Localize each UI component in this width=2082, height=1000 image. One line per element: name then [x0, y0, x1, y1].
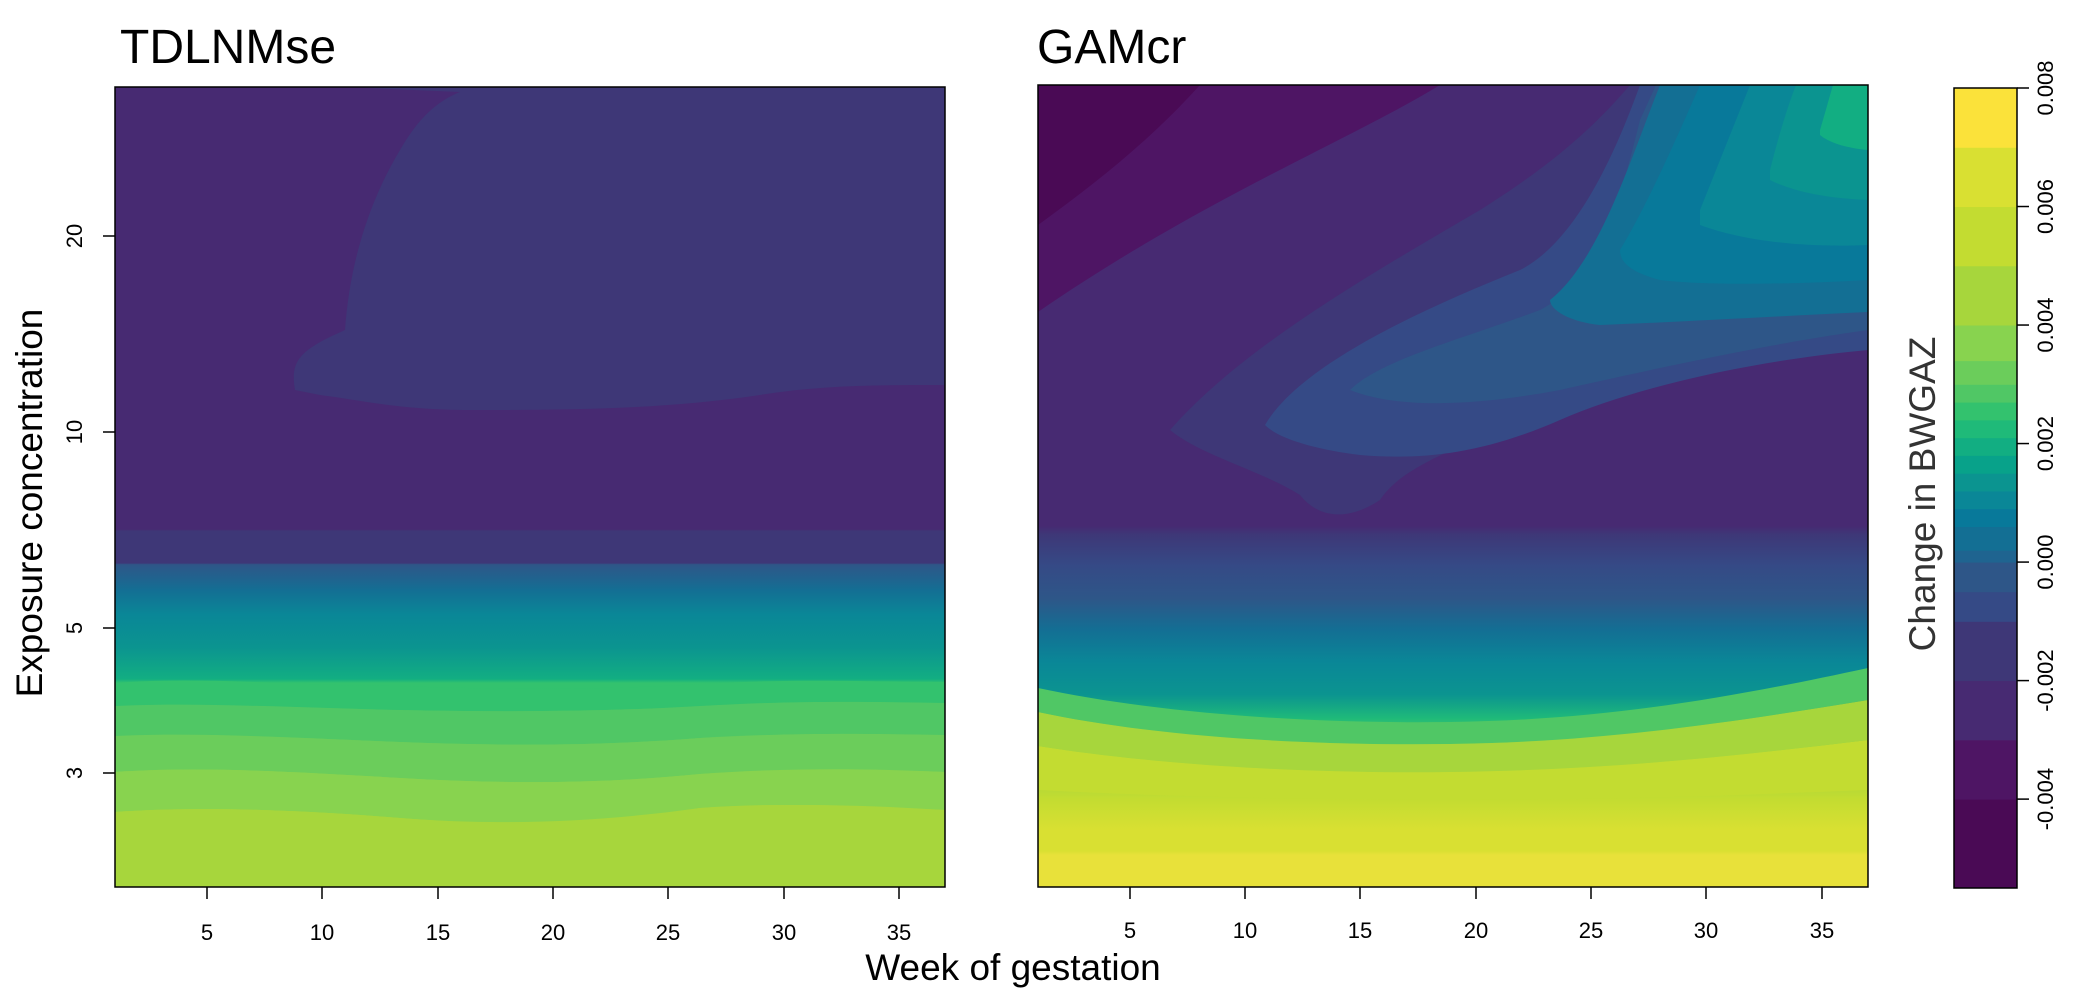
- left-contour-green-wave-5: [115, 804, 945, 887]
- colorbar-band: [1954, 739, 2017, 800]
- colorbar-band: [1954, 562, 2017, 593]
- colorbar-band: [1954, 147, 2017, 208]
- right-contour-top-left-darkest: [1038, 85, 1200, 225]
- left-panel: TDLNMse 5 10 15 20 25 30 35: [62, 21, 946, 945]
- colorbar-frame: [1953, 87, 2018, 889]
- colorbar-tick-label: 0.002: [2033, 416, 2058, 471]
- left-x-tick-label-5: 5: [201, 920, 213, 945]
- right-x-tick-label-35: 35: [1810, 918, 1834, 943]
- left-x-tick-label-30: 30: [772, 920, 796, 945]
- colorbar-band: [1954, 550, 2017, 563]
- left-x-tick-label-15: 15: [426, 920, 450, 945]
- colorbar-title: Change in BWGAZ: [1902, 337, 1943, 652]
- left-y-tick-label-20: 20: [62, 224, 87, 248]
- left-y-axis: 20 10 5 3: [62, 224, 115, 779]
- left-y-tick-label-3: 3: [62, 767, 87, 779]
- right-x-tick-label-20: 20: [1464, 918, 1488, 943]
- colorbar-band: [1954, 419, 2017, 439]
- colorbar-band: [1954, 206, 2017, 267]
- right-x-tick-label-30: 30: [1694, 918, 1718, 943]
- x-axis-title: Week of gestation: [865, 947, 1161, 988]
- colorbar-bands: [1954, 88, 2017, 889]
- right-x-tick-label-10: 10: [1233, 918, 1257, 943]
- right-contour-upper-right-teal-5: [1820, 85, 1868, 150]
- left-contour-upper-band: [293, 87, 945, 410]
- right-contour-lower-curve-2: [1038, 700, 1868, 773]
- colorbar-band: [1954, 490, 2017, 510]
- right-plot-frame: [1037, 84, 1869, 888]
- colorbar-tick-label: 0.006: [2033, 179, 2058, 234]
- colorbar-tick-label: 0.008: [2033, 60, 2058, 115]
- left-contour-green-wave-2: [115, 701, 945, 745]
- colorbar-band: [1954, 591, 2017, 622]
- right-x-tick-label-15: 15: [1348, 918, 1372, 943]
- colorbar-band: [1954, 325, 2017, 362]
- colorbar: -0.004 -0.002 0.000 0.002 0.004 0.006 0.008 Ch…: [1902, 60, 2058, 889]
- colorbar-band: [1954, 360, 2017, 385]
- colorbar-band: [1954, 265, 2017, 326]
- colorbar-band: [1954, 680, 2017, 741]
- left-panel-title: TDLNMse: [120, 21, 336, 74]
- colorbar-band: [1954, 88, 2017, 148]
- left-contour-green-wave-1: [115, 680, 945, 712]
- left-plot-frame: [114, 86, 946, 888]
- colorbar-band: [1954, 621, 2017, 682]
- y-axis-title: Exposure concentration: [9, 309, 50, 698]
- left-contour-green-wave-3: [115, 733, 945, 783]
- colorbar-ticks: -0.004 -0.002 0.000 0.002 0.004 0.006 0.008: [2017, 60, 2058, 830]
- colorbar-tick-label: -0.004: [2033, 768, 2058, 830]
- colorbar-band: [1954, 402, 2017, 421]
- colorbar-tick-label: 0.000: [2033, 535, 2058, 590]
- left-heatmap: [115, 87, 945, 887]
- right-x-axis: 5 10 15 20 25 30 35: [1124, 887, 1834, 943]
- colorbar-band: [1954, 526, 2017, 551]
- colorbar-band: [1954, 437, 2017, 456]
- left-x-tick-label-25: 25: [656, 920, 680, 945]
- right-x-tick-label-25: 25: [1579, 918, 1603, 943]
- colorbar-band: [1954, 455, 2017, 474]
- left-x-tick-label-20: 20: [541, 920, 565, 945]
- right-x-tick-label-5: 5: [1124, 918, 1136, 943]
- colorbar-tick-label: 0.004: [2033, 298, 2058, 353]
- left-y-tick-label-5: 5: [62, 622, 87, 634]
- right-contour-lower-curve-3: [1038, 740, 1868, 800]
- colorbar-band: [1954, 799, 2017, 889]
- right-panel-title: GAMcr: [1037, 21, 1186, 74]
- left-y-tick-label-10: 10: [62, 420, 87, 444]
- right-panel: GAMcr 5 10 15: [1037, 21, 1869, 943]
- left-x-axis: 5 10 15 20 25 30 35: [201, 887, 911, 945]
- left-contour-green-wave-4: [115, 769, 945, 823]
- left-x-tick-label-10: 10: [310, 920, 334, 945]
- right-heatmap: [1038, 85, 1868, 887]
- right-contour-lower-curve-1: [1038, 668, 1868, 745]
- left-x-tick-label-35: 35: [887, 920, 911, 945]
- colorbar-band: [1954, 384, 2017, 403]
- colorbar-band: [1954, 508, 2017, 528]
- colorbar-tick-label: -0.002: [2033, 649, 2058, 711]
- colorbar-band: [1954, 473, 2017, 492]
